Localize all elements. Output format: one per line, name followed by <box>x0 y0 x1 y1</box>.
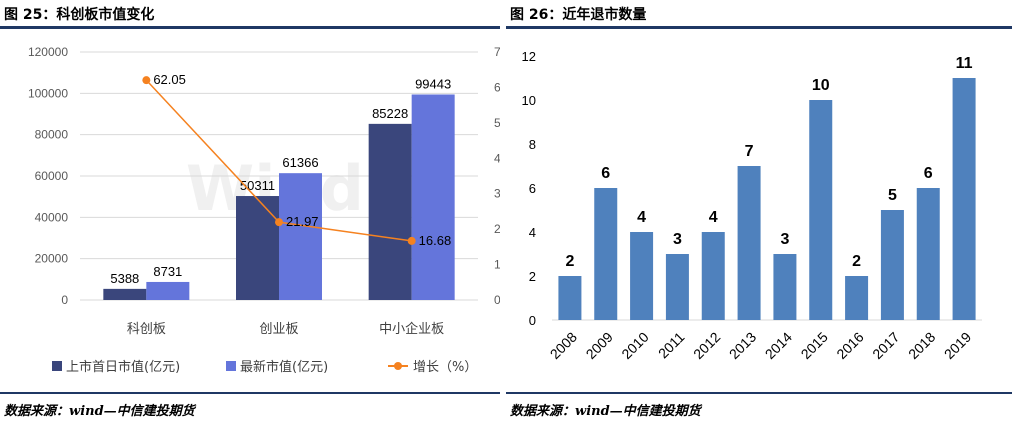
left-figure-panel: 图 25：科创板市值变化 Wind 0 20000 40000 60000 80000 10… <box>0 0 500 430</box>
y-tick-label: 40000 <box>35 210 69 224</box>
bar <box>916 188 940 320</box>
y-tick-label: 0 <box>61 293 68 307</box>
y-tick-label: 60000 <box>35 169 69 183</box>
bar <box>594 188 618 320</box>
y2-tick-label: 20 <box>494 222 500 236</box>
legend-marker <box>394 362 402 370</box>
bar <box>809 100 833 320</box>
y2-tick-label: 60 <box>494 80 500 94</box>
right-figure-panel: 图 26：近年退市数量 0 2 4 6 8 10 12 2 2008 6 2009 4 2010 3 201… <box>506 0 1012 430</box>
x-tick-label: 2016 <box>833 329 866 362</box>
left-top-rule <box>0 26 500 29</box>
bar <box>737 166 761 320</box>
bar <box>701 232 725 320</box>
x-tick-label: 2011 <box>655 329 688 362</box>
x-tick-label: 创业板 <box>259 322 298 337</box>
bar <box>279 173 322 300</box>
bar <box>103 288 147 300</box>
x-tick-label: 中小企业板 <box>379 321 444 337</box>
growth-point <box>142 76 151 85</box>
bar-value-label: 10 <box>812 77 830 94</box>
bar-value-label: 61366 <box>282 155 318 170</box>
legend-swatch <box>226 361 236 371</box>
y-tick-label: 2 <box>529 269 536 284</box>
bar-value-label: 5388 <box>110 271 139 286</box>
y2-tick-label: 10 <box>494 258 500 272</box>
bar <box>236 196 279 300</box>
bar <box>411 94 455 300</box>
bar-value-label: 4 <box>637 209 646 226</box>
x-tick-label: 2008 <box>547 329 580 362</box>
market-cap-chart: Wind020000400006000080000100000120000010… <box>28 45 500 375</box>
bar-value-label: 3 <box>780 231 789 248</box>
x-tick-label: 2019 <box>941 329 974 362</box>
x-tick-label: 2018 <box>905 329 938 362</box>
y2-tick-label: 70 <box>494 45 500 59</box>
x-tick-label: 2014 <box>762 329 795 362</box>
growth-value-label: 62.05 <box>153 72 186 87</box>
bar <box>368 123 412 300</box>
legend-label: 上市首日市值(亿元) <box>66 359 180 375</box>
y-tick-label: 120000 <box>28 45 68 59</box>
bar-value-label: 8731 <box>153 264 182 279</box>
y2-tick-label: 0 <box>494 293 500 307</box>
bar-value-label: 85228 <box>372 106 408 121</box>
right-source-note: 数据来源：wind—中信建投期货 <box>510 404 701 419</box>
bar <box>952 78 976 320</box>
left-bottom-rule <box>0 392 500 394</box>
y2-tick-label: 30 <box>494 187 500 201</box>
legend-swatch <box>52 361 62 371</box>
bar <box>845 276 869 320</box>
left-figure-title: 图 25：科创板市值变化 <box>4 7 155 23</box>
bar <box>665 254 689 320</box>
y-tick-label: 20000 <box>35 252 69 266</box>
bar-value-label: 5 <box>888 187 897 204</box>
bar <box>773 254 797 320</box>
growth-value-label: 16.68 <box>419 233 452 248</box>
y-tick-label: 0 <box>529 313 536 328</box>
y-tick-label: 8 <box>529 137 536 152</box>
bar <box>558 276 582 320</box>
x-tick-label: 2015 <box>798 329 831 362</box>
y-tick-label: 10 <box>522 93 536 108</box>
y-tick-label: 4 <box>529 225 536 240</box>
x-tick-label: 2017 <box>869 329 902 362</box>
x-tick-label: 科创板 <box>127 322 166 337</box>
bar-value-label: 6 <box>601 165 610 182</box>
bar-value-label: 99443 <box>415 76 451 91</box>
left-source-note: 数据来源：wind—中信建投期货 <box>4 404 195 419</box>
right-figure-title: 图 26：近年退市数量 <box>510 7 647 23</box>
growth-point <box>407 236 416 245</box>
legend-label: 增长（%） <box>413 360 477 375</box>
x-tick-label: 2013 <box>726 329 759 362</box>
x-tick-label: 2012 <box>690 329 723 362</box>
bar-value-label: 2 <box>565 253 574 270</box>
growth-value-label: 21.97 <box>286 214 319 229</box>
y-tick-label: 80000 <box>35 128 69 142</box>
bar <box>630 232 654 320</box>
right-top-rule <box>506 26 1012 29</box>
y-tick-label: 12 <box>522 49 536 64</box>
bar <box>146 281 190 300</box>
bar-value-label: 3 <box>673 231 682 248</box>
y2-tick-label: 50 <box>494 116 500 130</box>
bar-value-label: 2 <box>852 253 861 270</box>
growth-point <box>275 218 283 227</box>
y-tick-label: 100000 <box>28 86 68 100</box>
bar-value-label: 7 <box>745 143 754 160</box>
y-tick-label: 6 <box>529 181 536 196</box>
bar-value-label: 6 <box>924 165 933 182</box>
right-bottom-rule <box>506 392 1012 394</box>
bar-value-label: 4 <box>709 209 718 226</box>
y2-tick-label: 40 <box>494 151 500 165</box>
x-tick-label: 2010 <box>618 329 651 362</box>
x-tick-label: 2009 <box>583 329 616 362</box>
legend-label: 最新市值(亿元) <box>240 359 328 375</box>
delisting-count-chart: 0 2 4 6 8 10 12 2 2008 6 2009 4 2010 3 2011 4 2012 7 2013 3… <box>522 49 982 362</box>
bar <box>880 210 904 320</box>
bar-value-label: 11 <box>956 55 973 72</box>
